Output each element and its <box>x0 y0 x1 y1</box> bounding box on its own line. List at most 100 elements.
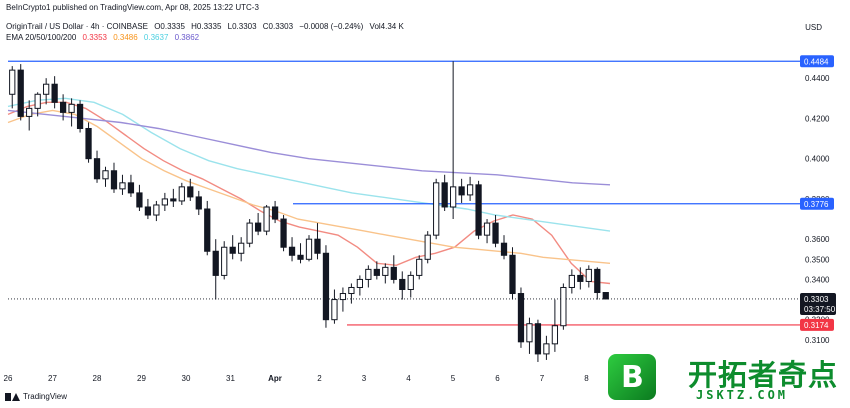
candle-up <box>339 293 347 301</box>
resistance-mid-price-tag <box>800 197 834 210</box>
candle-up <box>119 182 126 190</box>
candle-down <box>59 101 67 113</box>
ema200-line <box>7 109 611 186</box>
y-tick-label: 0.3100 <box>805 336 830 345</box>
ema50-value: 0.3486 <box>113 33 138 42</box>
watermark-url: JSKTZ.COM <box>696 388 789 402</box>
symbol-title[interactable]: OriginTrail / US Dollar · 4h · COINBASE <box>6 22 148 31</box>
candle-down <box>322 252 330 321</box>
y-tick-label: 0.3400 <box>805 275 830 284</box>
ema100-value: 0.3637 <box>143 33 169 42</box>
ema100-line <box>7 97 611 232</box>
candle-down <box>204 208 211 252</box>
candle-down <box>110 170 118 190</box>
watermark-badge-letter: B <box>621 360 644 395</box>
candle-down <box>187 186 194 198</box>
candle-up <box>356 278 364 288</box>
candle-down <box>229 246 236 254</box>
support-price-tag <box>800 318 834 331</box>
publisher-line: BeInCrypto1 published on TradingView.com… <box>6 3 259 12</box>
last-price-label: 0.3303 <box>804 295 829 304</box>
currency-label: USD <box>805 23 822 32</box>
candle-down <box>254 222 262 232</box>
support-price-label: 0.3174 <box>804 321 829 330</box>
x-tick-label: 27 <box>48 374 57 383</box>
candle-up <box>483 222 491 236</box>
candle-up <box>382 266 389 276</box>
candle-up <box>43 83 50 95</box>
tradingview-logo-icon <box>5 392 20 401</box>
ohlc-legend: OriginTrail / US Dollar · 4h · COINBASE … <box>6 22 408 31</box>
x-tick-label: Apr <box>268 374 282 383</box>
candle-down <box>373 268 380 276</box>
candle-down <box>297 254 304 260</box>
ema-legend[interactable]: EMA 20/50/100/200 0.3353 0.3486 0.3637 0… <box>6 33 203 42</box>
high-value: H0.3335 <box>191 22 222 31</box>
open-value: O0.3335 <box>154 22 185 31</box>
ema-label: EMA 20/50/100/200 <box>6 33 77 42</box>
candle-down <box>170 198 177 202</box>
candle-down <box>127 182 135 194</box>
candle-up <box>34 93 41 109</box>
ema20-line <box>7 101 611 285</box>
candle-down <box>280 218 287 248</box>
candle-up <box>153 204 160 216</box>
candle-down <box>602 292 609 300</box>
y-tick-label: 0.4000 <box>805 155 830 164</box>
candle-up <box>331 299 338 321</box>
candle-up <box>102 170 109 180</box>
candle-down <box>271 206 279 220</box>
tradingview-brand: TradingView <box>23 392 68 401</box>
candle-up <box>9 69 16 95</box>
candle-down <box>195 196 202 210</box>
y-tick-label: 0.4200 <box>805 114 830 123</box>
candle-down <box>500 242 508 256</box>
candle-up <box>68 103 75 113</box>
ema200-value: 0.3862 <box>174 33 200 42</box>
candle-down <box>76 103 84 129</box>
candle-down <box>17 69 24 117</box>
candle-up <box>450 186 457 208</box>
x-tick-label: 28 <box>93 374 102 383</box>
close-value: C0.3303 <box>262 22 294 31</box>
candle-up <box>348 286 355 295</box>
watermark-logo: B 开拓者奇点 JSKTZ.COM <box>600 346 850 408</box>
candle-up <box>178 186 185 202</box>
candle-down <box>136 192 143 208</box>
candle-down <box>475 184 482 236</box>
resistance-high-price-label: 0.4484 <box>804 57 829 66</box>
candle-down <box>441 182 448 208</box>
candle-up <box>246 222 253 244</box>
candle-up <box>551 325 559 345</box>
tradingview-logo[interactable]: TradingView <box>5 392 67 401</box>
candle-up <box>305 238 313 260</box>
x-tick-label: 31 <box>226 374 235 383</box>
candle-down <box>534 323 542 355</box>
x-tick-label: 26 <box>4 374 13 383</box>
x-tick-label: 5 <box>451 374 456 383</box>
candle-down <box>288 246 296 256</box>
ema20-value: 0.3353 <box>82 33 107 42</box>
y-tick-label: 0.3500 <box>805 255 830 264</box>
resistance-high-price-tag <box>800 55 834 68</box>
candle-up <box>560 286 567 327</box>
bar-countdown: 03:37:50 <box>804 305 836 314</box>
x-tick-label: 8 <box>584 374 589 383</box>
candle-down <box>212 250 219 276</box>
candle-up <box>407 274 414 290</box>
candle-up <box>221 246 228 276</box>
candle-up <box>263 206 270 232</box>
low-value: L0.3303 <box>227 22 257 31</box>
candle-down <box>594 268 601 294</box>
candle-up <box>543 343 550 355</box>
watermark-title: 开拓者奇点 <box>688 358 839 392</box>
y-tick-label: 0.4400 <box>805 74 830 83</box>
candle-down <box>399 278 406 290</box>
candle-down <box>492 222 499 244</box>
x-tick-label: 29 <box>137 374 146 383</box>
candle-up <box>585 268 592 282</box>
candle-up <box>161 198 168 206</box>
candle-up <box>365 268 372 280</box>
candle-up <box>433 182 440 236</box>
